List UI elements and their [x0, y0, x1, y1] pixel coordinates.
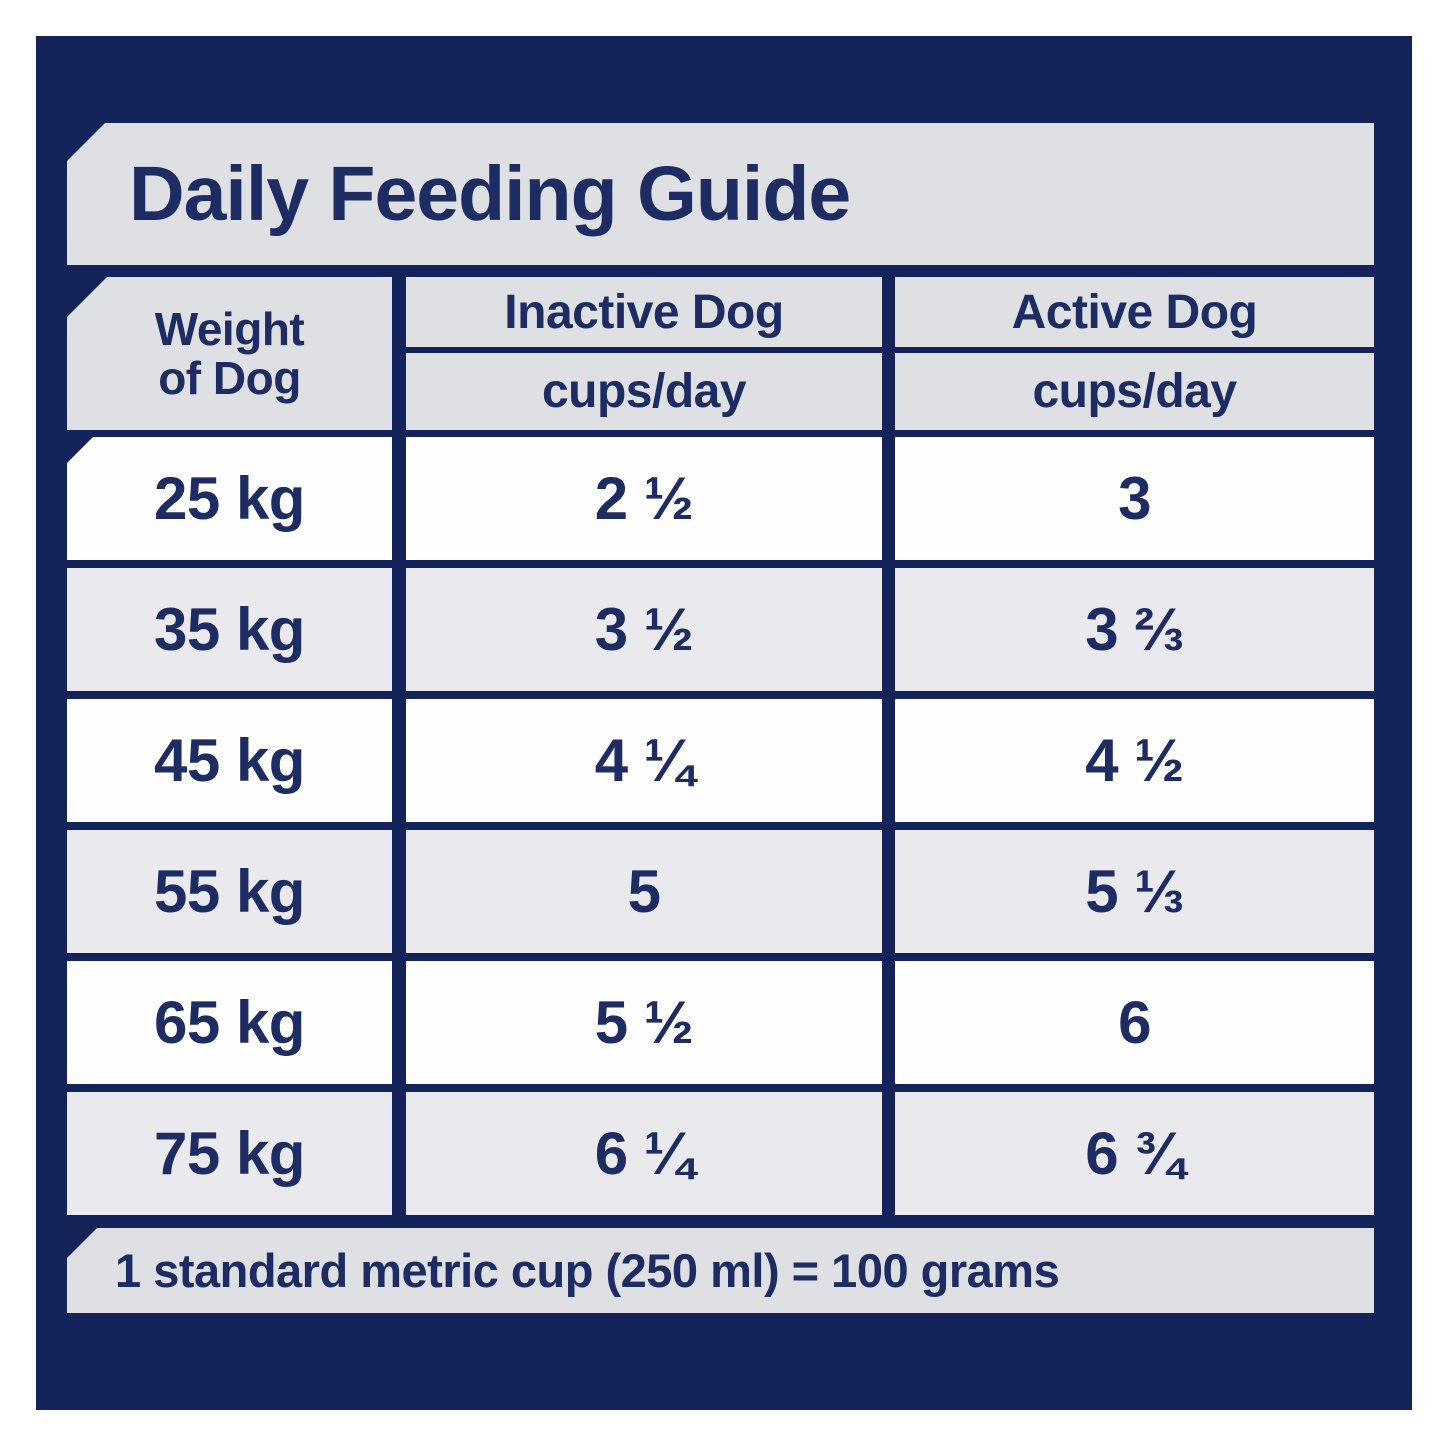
table-body: 25 kg 2 ½ 3 35 kg 3 ½ 3 ⅔ 45 kg 4 ¼ 4 ½ …	[67, 437, 1374, 1215]
header-active-divider	[895, 347, 1374, 353]
inactive-cups-cell: 6 ¼	[406, 1092, 882, 1215]
column-divider	[392, 830, 406, 953]
header-weight-line1: Weight	[154, 302, 305, 355]
page-title: Daily Feeding Guide	[129, 150, 851, 237]
column-divider	[882, 699, 895, 822]
table-row-65kg: 65 kg 5 ½ 6	[67, 961, 1374, 1084]
active-cups-cell: 3 ⅔	[895, 568, 1374, 691]
column-divider	[392, 437, 406, 560]
column-divider	[392, 961, 406, 1084]
weight-cell: 45 kg	[67, 699, 392, 822]
header-weight-line2: of Dog	[158, 351, 301, 404]
header-active-label: Active Dog	[1011, 285, 1258, 339]
column-divider	[882, 830, 895, 953]
column-divider	[882, 568, 895, 691]
header-inactive-dog: Inactive Dog cups/day	[406, 277, 882, 430]
feeding-guide-panel: Daily Feeding Guide Weight of Dog Inacti…	[36, 36, 1412, 1410]
active-cups-cell: 5 ⅓	[895, 830, 1374, 953]
header-active-unit: cups/day	[1032, 365, 1237, 418]
active-cups-cell: 4 ½	[895, 699, 1374, 822]
inactive-cups-cell: 2 ½	[406, 437, 882, 560]
title-band: Daily Feeding Guide	[67, 123, 1374, 265]
weight-cell: 35 kg	[67, 568, 392, 691]
column-divider	[392, 277, 406, 430]
header-active-dog: Active Dog cups/day	[895, 277, 1374, 430]
table-header: Weight of Dog Inactive Dog cups/day Acti…	[67, 277, 1374, 430]
column-divider	[882, 277, 895, 430]
column-divider	[882, 961, 895, 1084]
footer-note: 1 standard metric cup (250 ml) = 100 gra…	[115, 1244, 1060, 1297]
column-divider	[392, 568, 406, 691]
footer-note-band: 1 standard metric cup (250 ml) = 100 gra…	[67, 1228, 1374, 1313]
table-row-35kg: 35 kg 3 ½ 3 ⅔	[67, 568, 1374, 691]
weight-cell: 25 kg	[67, 437, 392, 560]
table-row-45kg: 45 kg 4 ¼ 4 ½	[67, 699, 1374, 822]
header-inactive-divider	[406, 347, 882, 353]
table-row-75kg: 75 kg 6 ¼ 6 ¾	[67, 1092, 1374, 1215]
inactive-cups-cell: 3 ½	[406, 568, 882, 691]
weight-cell: 75 kg	[67, 1092, 392, 1215]
header-inactive-unit: cups/day	[541, 365, 747, 418]
column-divider	[392, 699, 406, 822]
inactive-cups-cell: 4 ¼	[406, 699, 882, 822]
table-row-55kg: 55 kg 5 5 ⅓	[67, 830, 1374, 953]
header-inactive-label: Inactive Dog	[504, 285, 784, 339]
active-cups-cell: 3	[895, 437, 1374, 560]
inactive-cups-cell: 5 ½	[406, 961, 882, 1084]
header-weight-of-dog: Weight of Dog	[67, 277, 392, 430]
weight-cell: 65 kg	[67, 961, 392, 1084]
column-divider	[392, 1092, 406, 1215]
inactive-cups-cell: 5	[406, 830, 882, 953]
table-row-25kg: 25 kg 2 ½ 3	[67, 437, 1374, 560]
active-cups-cell: 6 ¾	[895, 1092, 1374, 1215]
column-divider	[882, 1092, 895, 1215]
weight-cell: 55 kg	[67, 830, 392, 953]
column-divider	[882, 437, 895, 560]
active-cups-cell: 6	[895, 961, 1374, 1084]
